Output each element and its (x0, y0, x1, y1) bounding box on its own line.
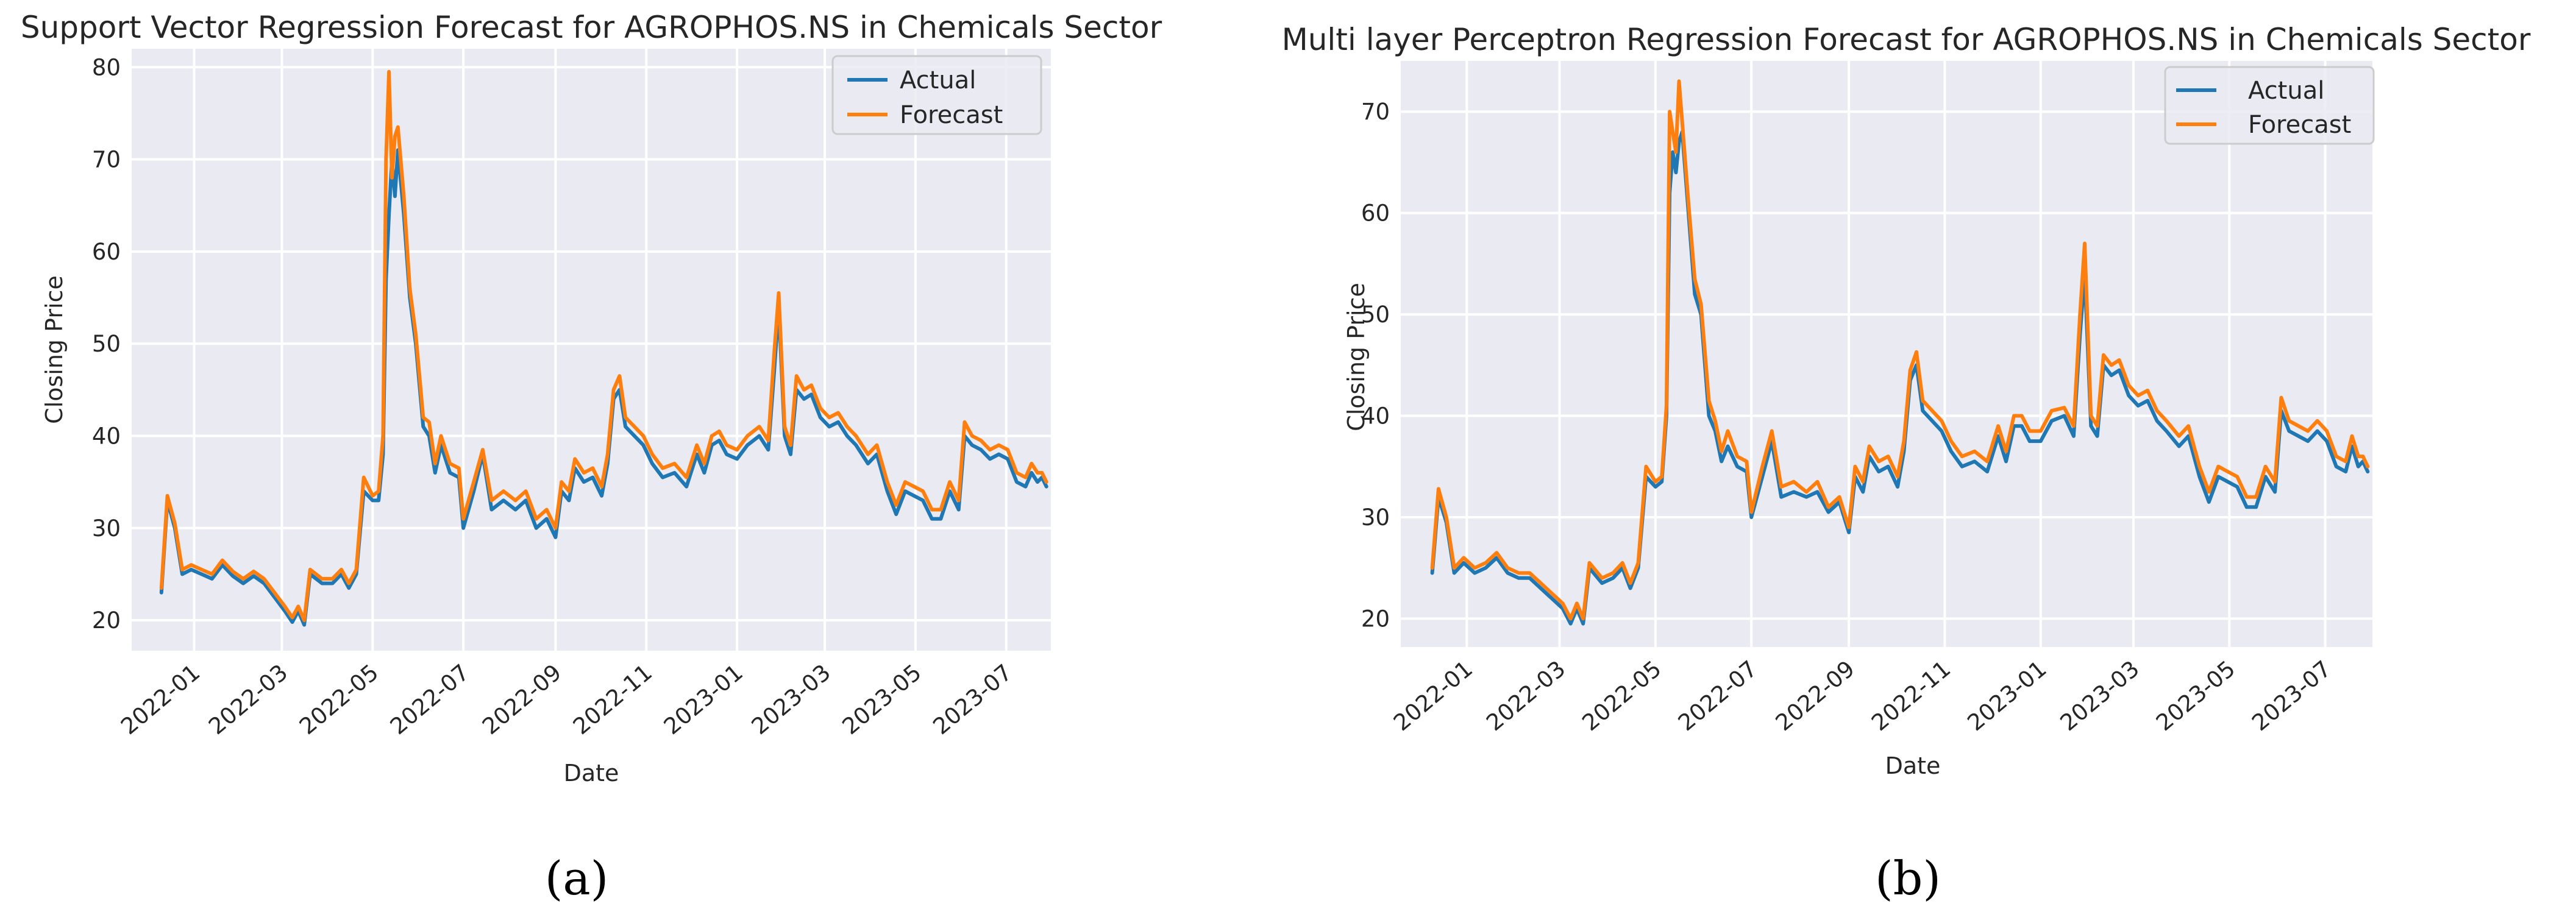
gridlines-a (132, 49, 1051, 651)
y-tick-labels-a: 20 30 40 50 60 70 80 (92, 54, 121, 634)
series-line-forecast-a (159, 69, 1048, 623)
x-tick-label-a: 2022-09 (477, 659, 566, 740)
plot-area-a (132, 49, 1051, 651)
x-tick-label-b: 2023-05 (2151, 656, 2240, 736)
x-tick-label-b: 2022-07 (1673, 656, 1762, 736)
y-axis-label-a: Closing Price (41, 275, 68, 424)
x-axis-label-b: Date (1885, 752, 1941, 779)
x-tick-label-a: 2022-01 (116, 659, 205, 740)
x-tick-label-a: 2023-03 (747, 659, 836, 740)
y-tick-label-a: 40 (92, 423, 121, 449)
x-tick-label-a: 2023-07 (928, 659, 1017, 740)
chart-title-b: Multi layer Perceptron Regression Foreca… (1282, 22, 2531, 57)
x-tick-label-a: 2022-03 (204, 659, 293, 740)
x-tick-label-b: 2023-03 (2055, 656, 2144, 736)
legend-box-b (2164, 66, 2375, 145)
legend-label-actual-b: Actual (2248, 77, 2324, 105)
y-tick-label-a: 50 (92, 331, 121, 357)
y-tick-label-a: 60 (92, 239, 121, 265)
panel-caption-b: (b) (1875, 851, 1941, 905)
series-line-forecast-b (1430, 79, 2370, 621)
x-tick-label-a: 2022-11 (568, 659, 657, 740)
y-tick-label-b: 20 (1361, 606, 1390, 632)
legend-a: Actual Forecast (831, 55, 1042, 135)
series-lines-b (1430, 79, 2370, 626)
x-tick-label-a: 2023-05 (838, 659, 927, 740)
series-line-actual-a (159, 148, 1048, 627)
y-tick-label-b: 30 (1361, 504, 1390, 531)
y-tick-label-a: 30 (92, 515, 121, 542)
x-tick-label-b: 2022-03 (1481, 656, 1570, 736)
x-tick-label-b: 2022-09 (1771, 656, 1860, 736)
legend-label-forecast-a: Forecast (900, 101, 1003, 129)
x-tick-label-a: 2022-05 (294, 659, 383, 740)
y-tick-label-b: 40 (1361, 403, 1390, 430)
x-tick-label-a: 2023-01 (659, 659, 748, 740)
x-tick-label-b: 2022-05 (1578, 656, 1667, 736)
x-tick-label-b: 2023-01 (1962, 656, 2051, 736)
x-axis-label-a: Date (564, 760, 619, 787)
series-line-actual-b (1430, 130, 2370, 626)
panel-caption-a: (a) (545, 851, 609, 905)
y-tick-label-b: 70 (1361, 99, 1390, 125)
series-lines-a (159, 69, 1048, 627)
x-tick-label-b: 2022-01 (1389, 656, 1478, 736)
legend-label-actual-a: Actual (900, 66, 976, 94)
x-tick-labels-b: 2022-01 2022-03 2022-05 2022-07 2022-09 2022-… (1389, 656, 2336, 736)
x-tick-label-b: 2022-11 (1866, 656, 1955, 736)
y-axis-label-b: Closing Price (1343, 283, 1370, 431)
plot-area-b (1401, 61, 2372, 647)
y-tick-label-a: 80 (92, 54, 121, 80)
legend-b: Actual Forecast (2164, 66, 2375, 145)
y-tick-label-a: 20 (92, 607, 121, 634)
y-tick-labels-b: 20 30 40 50 60 70 (1361, 99, 1390, 632)
y-tick-label-b: 60 (1361, 200, 1390, 227)
x-tick-label-a: 2022-07 (385, 659, 474, 740)
legend-label-forecast-b: Forecast (2248, 111, 2351, 139)
gridlines-b (1401, 61, 2372, 647)
y-tick-label-a: 70 (92, 147, 121, 173)
x-tick-label-b: 2023-07 (2247, 656, 2336, 736)
y-tick-label-b: 50 (1361, 302, 1390, 328)
chart-title-a: Support Vector Regression Forecast for A… (21, 10, 1162, 45)
